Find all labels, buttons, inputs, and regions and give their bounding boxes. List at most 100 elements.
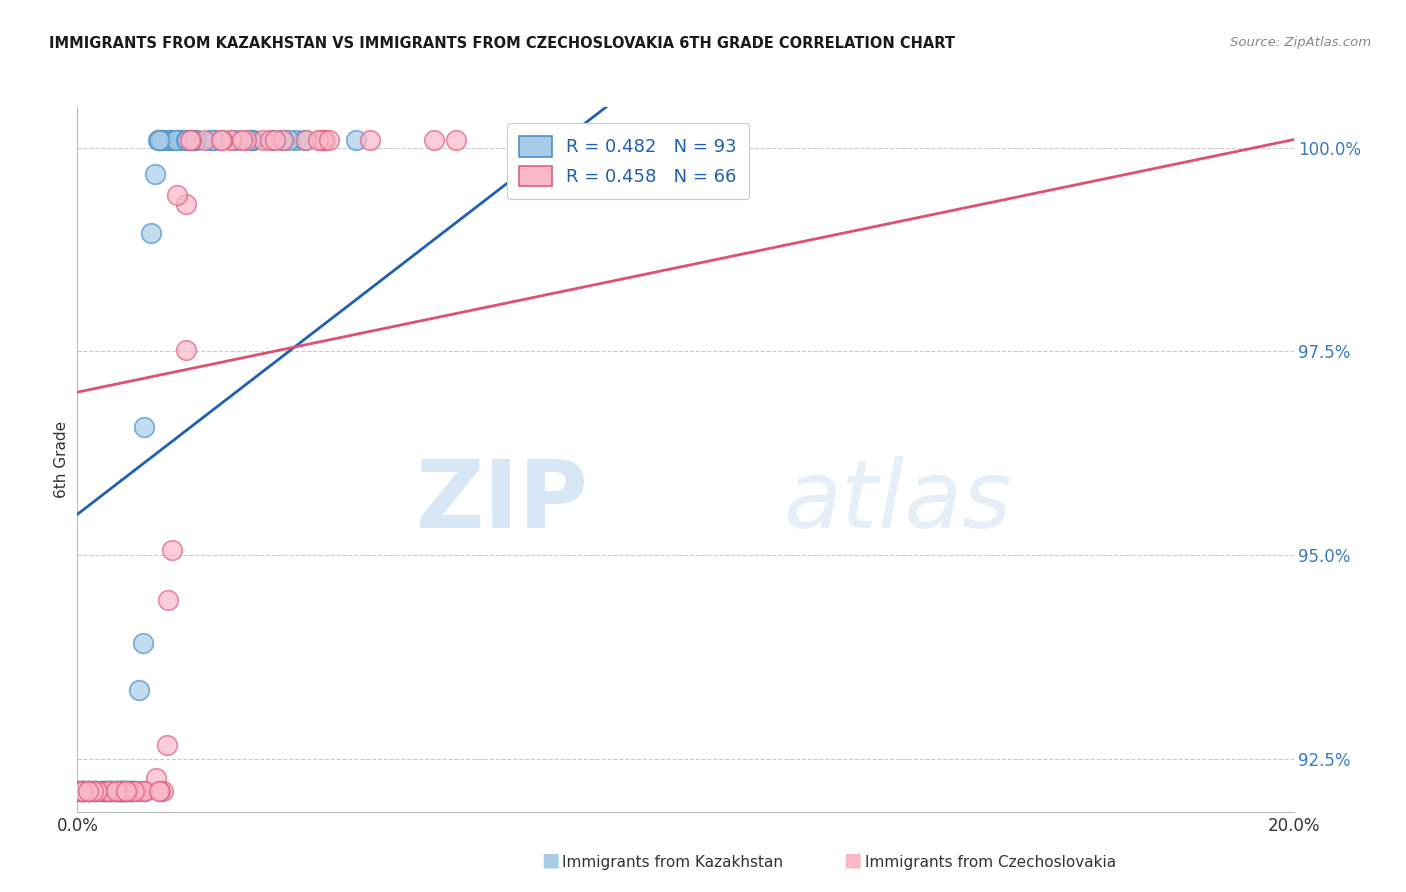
Point [97, 784, 120, 798]
Point [174, 343, 197, 358]
Y-axis label: 6th Grade: 6th Grade [53, 421, 69, 498]
Point [311, 133, 333, 147]
Point [94, 784, 117, 798]
Point [107, 784, 129, 798]
Point [73, 784, 96, 798]
Point [155, 738, 177, 752]
Point [86, 784, 108, 798]
Point [69, 784, 91, 798]
Point [73, 784, 96, 798]
Point [271, 133, 294, 147]
Point [86, 784, 108, 798]
Text: Immigrants from Czechoslovakia: Immigrants from Czechoslovakia [865, 855, 1116, 870]
Point [312, 133, 335, 147]
Point [219, 133, 242, 147]
Point [307, 133, 329, 147]
Point [149, 133, 172, 147]
Point [111, 784, 134, 798]
Point [72, 784, 94, 798]
Point [70, 784, 93, 798]
Point [177, 133, 200, 147]
Text: ■: ■ [541, 851, 560, 870]
Point [117, 784, 139, 798]
Point [160, 133, 183, 147]
Point [98, 784, 121, 798]
Point [77, 784, 100, 798]
Point [139, 227, 162, 241]
Point [120, 784, 142, 798]
Point [120, 784, 142, 798]
Point [134, 784, 156, 798]
Point [165, 133, 187, 147]
Point [167, 133, 190, 147]
Point [225, 133, 247, 147]
Point [104, 784, 127, 798]
Point [318, 133, 340, 147]
Point [219, 133, 242, 147]
Point [174, 133, 197, 147]
Point [184, 133, 207, 147]
Point [134, 420, 156, 434]
Point [252, 133, 274, 147]
Point [146, 133, 169, 147]
Point [110, 784, 132, 798]
Point [176, 133, 198, 147]
Point [93, 784, 115, 798]
Point [112, 784, 135, 798]
Point [527, 133, 550, 147]
Point [72, 784, 94, 798]
Point [82, 784, 104, 798]
Point [100, 784, 122, 798]
Point [174, 197, 197, 211]
Point [110, 784, 132, 798]
Point [77, 784, 100, 798]
Point [444, 133, 467, 147]
Point [94, 784, 117, 798]
Point [314, 133, 336, 147]
Point [165, 133, 187, 147]
Point [152, 784, 174, 798]
Point [80, 784, 103, 798]
Point [314, 133, 336, 147]
Point [115, 784, 138, 798]
Point [134, 784, 156, 798]
Point [73, 784, 96, 798]
Point [98, 784, 121, 798]
Point [112, 784, 135, 798]
Point [79, 784, 101, 798]
Point [156, 593, 179, 607]
Point [159, 133, 181, 147]
Point [83, 784, 105, 798]
Point [115, 784, 138, 798]
Point [295, 133, 318, 147]
Point [120, 784, 142, 798]
Point [145, 771, 167, 785]
Point [93, 784, 115, 798]
Point [131, 784, 153, 798]
Point [111, 784, 134, 798]
Point [186, 133, 208, 147]
Point [180, 133, 202, 147]
Point [105, 784, 128, 798]
Point [105, 784, 128, 798]
Point [179, 133, 201, 147]
Point [72, 784, 94, 798]
Point [204, 133, 226, 147]
Point [285, 133, 308, 147]
Point [231, 133, 253, 147]
Point [79, 784, 101, 798]
Point [105, 784, 128, 798]
Text: Immigrants from Kazakhstan: Immigrants from Kazakhstan [562, 855, 783, 870]
Point [83, 784, 105, 798]
Point [198, 133, 221, 147]
Point [90, 784, 112, 798]
Point [91, 784, 114, 798]
Point [259, 133, 281, 147]
Text: atlas: atlas [783, 456, 1011, 547]
Point [111, 784, 134, 798]
Legend: R = 0.482   N = 93, R = 0.458   N = 66: R = 0.482 N = 93, R = 0.458 N = 66 [506, 123, 749, 199]
Point [270, 133, 292, 147]
Point [240, 133, 263, 147]
Point [114, 784, 136, 798]
Point [239, 133, 262, 147]
